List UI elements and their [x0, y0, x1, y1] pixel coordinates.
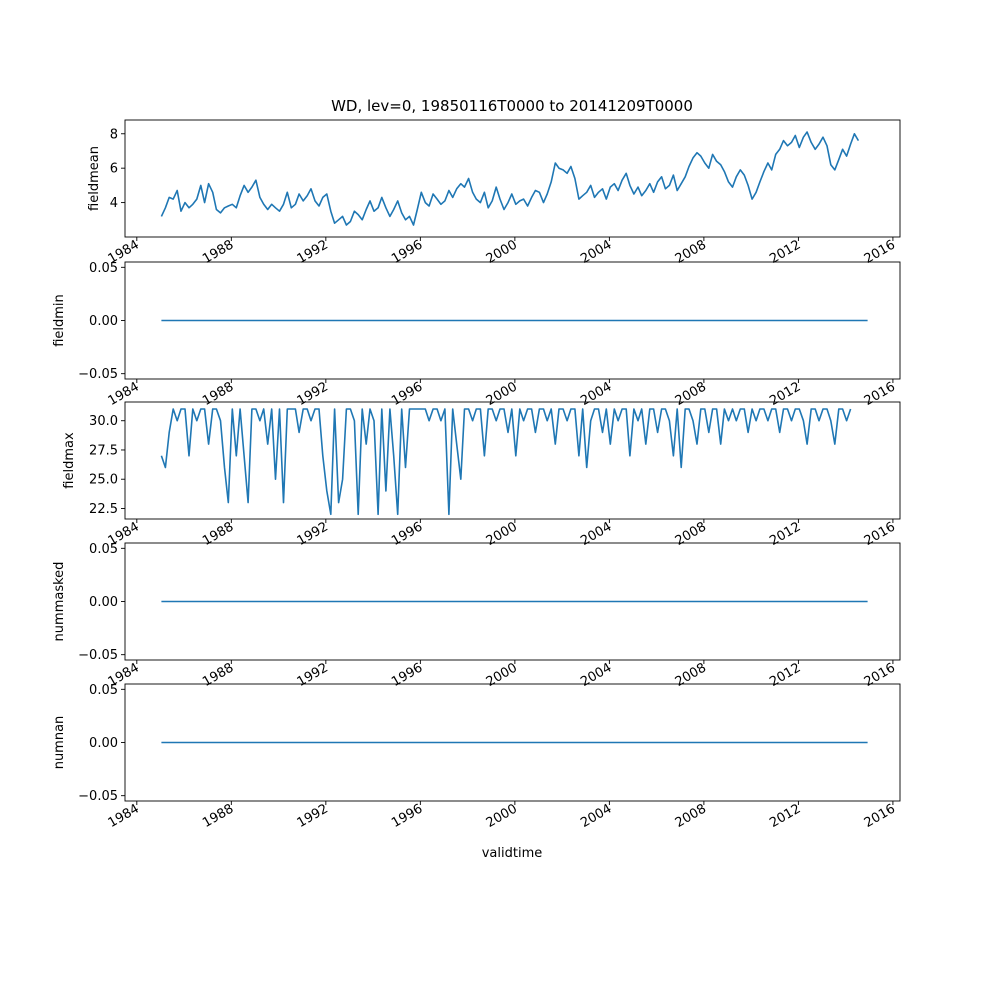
y-tick-label-nummasked: −0.05 [78, 648, 118, 663]
y-tick-label-nummasked: 0.05 [89, 542, 118, 557]
y-tick-label-fieldmax: 27.5 [89, 443, 118, 458]
y-axis-label-fieldmean: fieldmean [87, 146, 102, 211]
y-tick-label-fieldmean: 4 [110, 196, 118, 211]
y-tick-label-fieldmax: 22.5 [89, 502, 118, 517]
y-axis-label-fieldmax: fieldmax [62, 432, 77, 489]
y-axis-label-numnan: numnan [52, 716, 67, 770]
y-axis-label-nummasked: nummasked [52, 562, 67, 642]
series-line-fieldmean [160, 131, 860, 226]
axes-frame-fieldmax [124, 401, 901, 520]
y-tick-label-numnan: −0.05 [78, 789, 118, 804]
y-tick-label-fieldmax: 25.0 [89, 473, 118, 488]
y-tick-label-nummasked: 0.00 [89, 595, 118, 610]
axes-frame-fieldmean [124, 119, 901, 238]
y-tick-label-fieldmin: 0.00 [89, 314, 118, 329]
y-tick-label-numnan: 0.00 [89, 736, 118, 751]
y-tick-label-numnan: 0.05 [89, 683, 118, 698]
y-tick-label-fieldmin: −0.05 [78, 367, 118, 382]
series-line-fieldmax [160, 408, 852, 516]
y-tick-label-fieldmin: 0.05 [89, 261, 118, 276]
x-axis-label: validtime [482, 846, 543, 861]
y-tick-label-fieldmean: 8 [110, 127, 118, 142]
y-tick-label-fieldmax: 30.0 [89, 414, 118, 429]
chart-title: WD, lev=0, 19850116T0000 to 20141209T000… [331, 97, 693, 115]
y-axis-label-fieldmin: fieldmin [52, 294, 67, 347]
y-tick-label-fieldmean: 6 [110, 162, 118, 177]
